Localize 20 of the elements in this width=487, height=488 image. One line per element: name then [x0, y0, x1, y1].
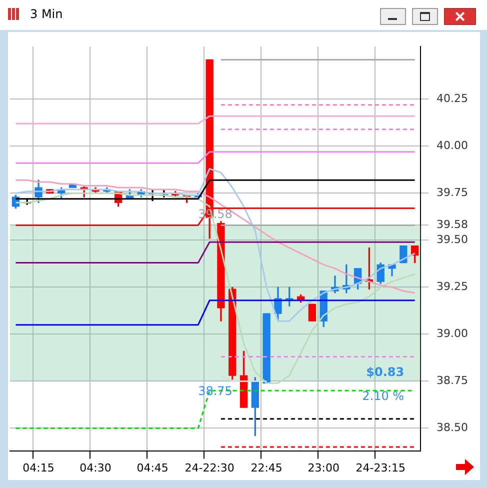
x-tick-label: 24-22:30: [184, 461, 234, 474]
y-tick-label: 39.58: [436, 218, 468, 232]
x-tick-label: 22:45: [250, 461, 282, 474]
y-tick-label: 39.50: [436, 233, 468, 246]
y-tick-label: 38.50: [436, 421, 468, 434]
x-tick-label: 24-23:15: [356, 461, 406, 474]
annotation: $0.83: [366, 365, 404, 380]
y-tick-label: 39.00: [436, 327, 468, 340]
y-tick-label: 39.75: [436, 186, 468, 200]
chart-title: 3 Min: [30, 7, 63, 21]
x-tick-label: 04:30: [80, 461, 112, 474]
x-tick-label: 04:45: [136, 461, 168, 474]
y-tick-label: 40.25: [436, 92, 468, 106]
x-tick-label: 04:15: [22, 461, 54, 474]
y-tick-label: 38.75: [436, 374, 468, 388]
annotation: 2.10 %: [362, 389, 404, 404]
x-tick-label: 23:00: [308, 461, 340, 474]
annotation: 38.75: [198, 384, 232, 398]
y-tick-label: 39.25: [436, 280, 468, 294]
y-tick-label: 40.00: [436, 139, 468, 152]
